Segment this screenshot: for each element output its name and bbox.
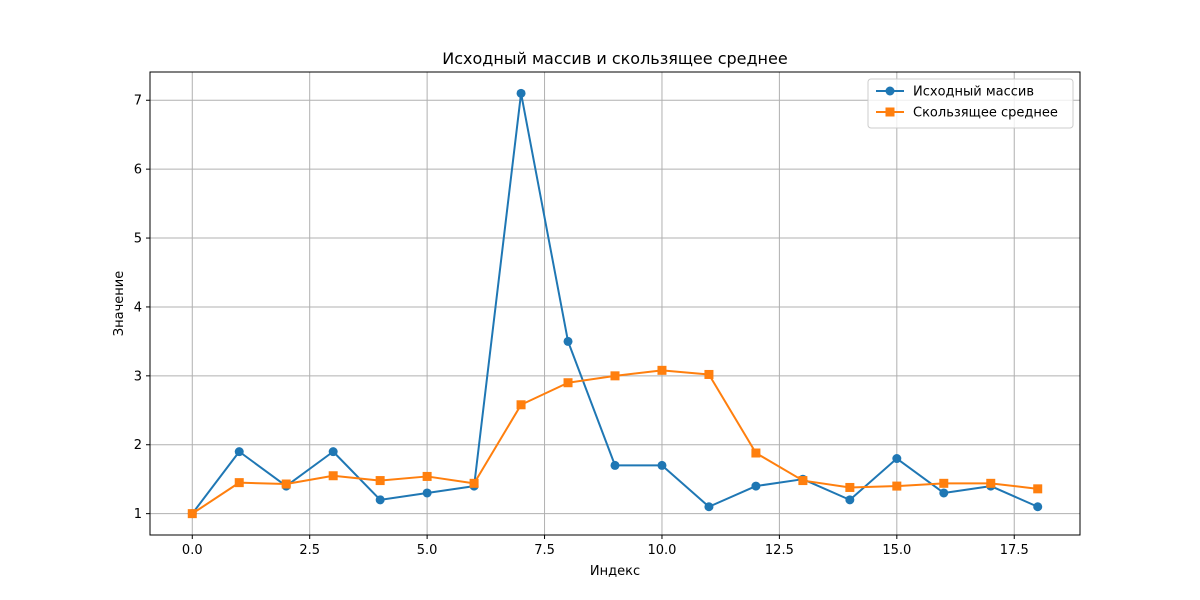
series-layer <box>187 88 1043 519</box>
data-point <box>610 460 620 470</box>
data-point <box>375 495 385 505</box>
y-tick-label: 2 <box>134 438 142 453</box>
data-point <box>328 471 338 481</box>
legend-box <box>867 78 1074 129</box>
data-point <box>892 481 902 491</box>
data-point <box>986 478 996 488</box>
y-tick-label: 5 <box>134 232 142 247</box>
data-point <box>563 336 573 346</box>
data-point <box>1033 484 1043 494</box>
chart-title: Исходный массив и скользящее среднее <box>442 49 787 68</box>
data-point <box>845 495 855 505</box>
data-point <box>751 481 761 491</box>
data-point <box>751 448 761 458</box>
x-tick-label: 12.5 <box>765 543 794 558</box>
data-point <box>657 460 667 470</box>
data-point <box>281 479 291 489</box>
legend-label: Исходный массив <box>913 85 1034 100</box>
x-tick-label: 2.5 <box>299 543 320 558</box>
x-tick-label: 17.5 <box>1000 543 1029 558</box>
data-point <box>469 478 479 488</box>
y-axis-label: Значение <box>112 271 127 336</box>
axes-ticks: 0.0 2.5 5.0 7.5 10.0 12.5 15.0 17.5 1 2 3 4 5 6 7 <box>134 94 1029 558</box>
data-point <box>704 502 714 512</box>
data-point <box>516 88 526 98</box>
data-point <box>798 476 808 486</box>
data-point <box>234 478 244 488</box>
x-tick-label: 5.0 <box>417 543 438 558</box>
x-tick-label: 0.0 <box>182 543 203 558</box>
data-point <box>1033 502 1043 512</box>
data-point <box>657 365 667 375</box>
legend-marker <box>885 107 895 117</box>
data-point <box>422 471 432 481</box>
plot-frame <box>149 71 1081 536</box>
x-tick-label: 7.5 <box>534 543 555 558</box>
x-tick-label: 15.0 <box>882 543 911 558</box>
data-point <box>939 478 949 488</box>
data-point <box>892 454 902 464</box>
data-point <box>939 488 949 498</box>
y-tick-label: 1 <box>134 507 142 522</box>
y-tick-label: 4 <box>134 300 142 315</box>
y-tick-label: 3 <box>134 369 142 384</box>
data-point <box>328 447 338 457</box>
y-tick-label: 6 <box>134 163 142 178</box>
legend-label: Скользящее среднее <box>913 106 1058 121</box>
y-tick-label: 7 <box>134 94 142 109</box>
data-point <box>234 447 244 457</box>
data-point <box>516 400 526 410</box>
data-point <box>610 371 620 381</box>
data-point <box>375 476 385 486</box>
data-point <box>563 378 573 388</box>
x-tick-label: 10.0 <box>647 543 676 558</box>
data-point <box>422 488 432 498</box>
legend-marker <box>885 86 895 96</box>
data-point <box>845 482 855 492</box>
data-point <box>187 509 197 519</box>
legend: Исходный массив Скользящее среднее <box>867 78 1074 129</box>
x-axis-label: Индекс <box>590 564 640 579</box>
data-point <box>704 369 714 379</box>
